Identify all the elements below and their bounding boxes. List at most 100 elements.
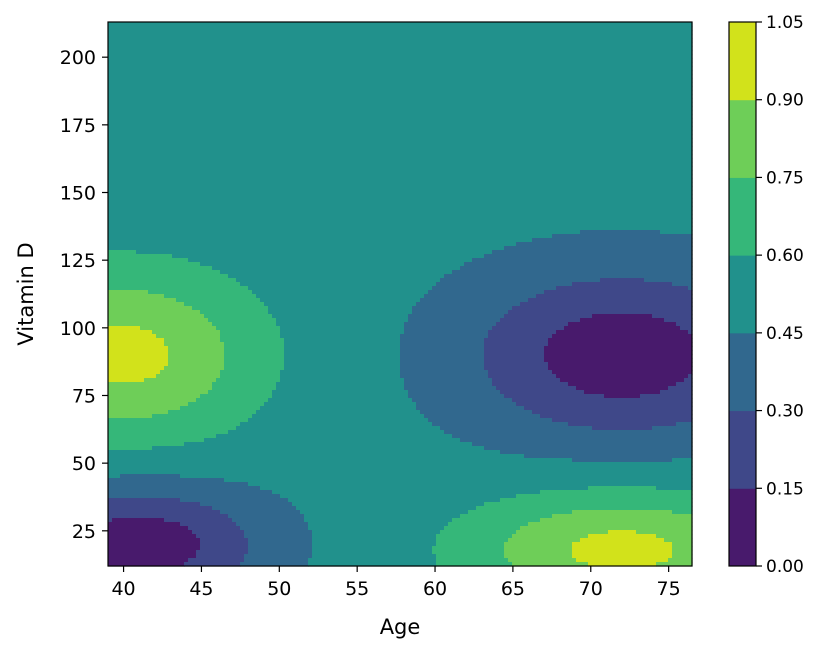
- contour-band: [260, 406, 417, 411]
- contour-band: [108, 306, 193, 311]
- y-tick-label: 125: [60, 250, 96, 272]
- contour-band: [484, 254, 693, 259]
- contour-band: [576, 386, 669, 391]
- contour-band: [548, 362, 693, 367]
- contour-band: [280, 326, 405, 331]
- contour-band: [500, 450, 693, 455]
- contour-band: [436, 534, 513, 539]
- contour-band: [272, 394, 409, 399]
- contour-band: [656, 562, 693, 567]
- contour-band: [108, 478, 225, 483]
- contour-band: [108, 410, 169, 415]
- contour-band: [408, 314, 505, 319]
- contour-band: [472, 258, 693, 263]
- contour-band: [512, 306, 693, 311]
- contour-band: [676, 422, 693, 427]
- contour-band: [592, 314, 653, 319]
- contour-band: [224, 354, 285, 359]
- contour-band: [276, 318, 409, 323]
- contour-band: [108, 206, 693, 211]
- contour-band: [108, 50, 693, 55]
- contour-band: [108, 426, 237, 431]
- contour-band: [544, 290, 693, 295]
- contour-band: [460, 438, 693, 443]
- contour-band: [240, 282, 437, 287]
- contour-band: [572, 458, 673, 463]
- contour-band: [108, 78, 693, 83]
- contour-band: [208, 318, 277, 323]
- contour-band: [284, 366, 401, 371]
- contour-band: [108, 362, 169, 367]
- contour-band: [672, 542, 693, 547]
- contour-band: [496, 386, 577, 391]
- contour-band: [108, 250, 137, 255]
- contour-band: [668, 386, 693, 391]
- contour-band: [204, 438, 461, 443]
- contour-band: [108, 46, 693, 51]
- contour-band: [108, 282, 241, 287]
- contour-band: [108, 102, 693, 107]
- contour-band: [588, 486, 657, 491]
- contour-band: [108, 230, 581, 235]
- contour-band: [568, 322, 677, 327]
- contour-band: [512, 562, 589, 567]
- contour-band: [200, 394, 273, 399]
- contour-band: [108, 294, 165, 299]
- y-axis: 25 50 75 100 125 150 175 200: [60, 47, 108, 543]
- contour-band: [444, 526, 521, 531]
- contour-band: [108, 42, 693, 47]
- y-tick-label: 175: [60, 115, 96, 137]
- contour-band: [228, 514, 305, 519]
- contour-band: [108, 382, 213, 387]
- contour-band: [108, 30, 693, 35]
- contour-band: [504, 542, 573, 547]
- contour-band: [268, 310, 413, 315]
- x-tick-label: 55: [345, 578, 369, 600]
- contour-band: [284, 342, 401, 347]
- contour-band: [412, 398, 513, 403]
- contour-band: [516, 242, 693, 247]
- colorbar-segment: [729, 332, 756, 412]
- contour-band: [108, 514, 229, 519]
- contour-band: [108, 394, 201, 399]
- contour-band: [580, 230, 661, 235]
- contour-band: [108, 234, 553, 239]
- contour-band: [504, 554, 573, 559]
- contour-band: [236, 522, 309, 527]
- contour-band: [180, 474, 693, 479]
- contour-band: [108, 154, 693, 159]
- contour-band: [508, 538, 581, 543]
- contour-band: [672, 554, 693, 559]
- contour-band: [400, 366, 485, 371]
- contour-band: [280, 374, 401, 379]
- contour-band: [240, 562, 309, 567]
- contour-band: [200, 262, 465, 267]
- contour-band: [672, 546, 693, 551]
- contour-band: [280, 494, 517, 499]
- contour-band: [108, 114, 693, 119]
- contour-band: [224, 342, 285, 347]
- contour-band: [108, 198, 693, 203]
- contour-band: [284, 362, 401, 367]
- contour-band: [212, 266, 461, 271]
- contour-band: [312, 530, 441, 535]
- contour-band: [108, 494, 281, 499]
- contour-band: [424, 414, 541, 419]
- contour-band: [552, 334, 693, 339]
- contour-band: [268, 398, 413, 403]
- contour-band: [108, 254, 173, 259]
- contour-band: [540, 490, 693, 495]
- colorbar: 0.00 0.15 0.30 0.45 0.60 0.75 0.90 1.05: [728, 13, 804, 577]
- colorbar-segment: [729, 488, 756, 567]
- contour-band: [108, 54, 693, 59]
- x-tick-label: 60: [423, 578, 447, 600]
- contour-band: [400, 350, 485, 355]
- x-tick-label: 75: [657, 578, 681, 600]
- contour-band: [496, 322, 569, 327]
- contour-band: [556, 374, 689, 379]
- contour-band: [568, 422, 677, 427]
- contour-band: [508, 558, 577, 563]
- contour-band: [500, 390, 585, 395]
- contour-band: [460, 514, 553, 519]
- contour-band: [552, 514, 693, 519]
